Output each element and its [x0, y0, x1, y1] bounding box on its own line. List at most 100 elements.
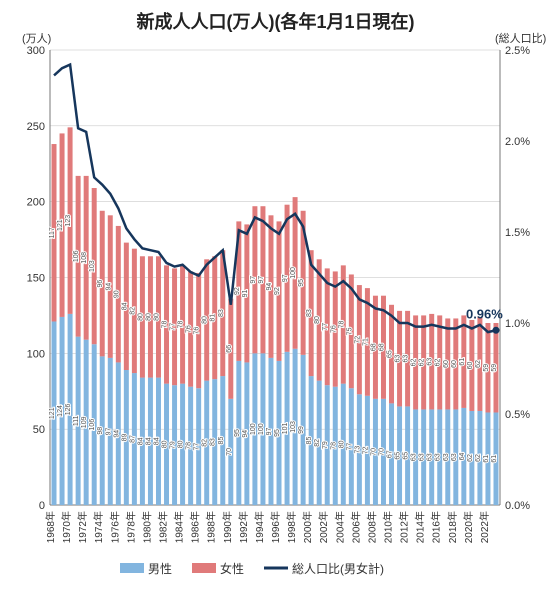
- bar-female-label: 72: [354, 336, 361, 344]
- y-tick-label: 150: [27, 273, 45, 285]
- bar-female-label: 103: [89, 260, 96, 272]
- bar-female-label: 80: [202, 316, 209, 324]
- bar-female-label: 71: [362, 338, 369, 346]
- y-tick-label: 250: [27, 121, 45, 133]
- y2-tick-label: 2.5%: [505, 45, 530, 57]
- bar-female-label: 83: [306, 309, 313, 317]
- x-tick-label: 1980年: [140, 511, 153, 543]
- bar-female-label: 68: [378, 343, 385, 351]
- x-tick-label: 2012年: [398, 511, 411, 543]
- bar-female-label: 66: [226, 345, 233, 353]
- bar-female-label: 94: [105, 283, 112, 291]
- y2-tick-label: 0.5%: [505, 409, 530, 421]
- bar-female-label: 108: [81, 252, 88, 264]
- bar-female-label: 62: [435, 358, 442, 366]
- bar-male-label: 63: [427, 453, 434, 461]
- bar-female-label: 60: [467, 361, 474, 369]
- bar-male-label: 84: [145, 437, 152, 445]
- x-tick-label: 1984年: [173, 511, 186, 543]
- legend-label-female: 女性: [220, 561, 244, 576]
- legend-swatch-male: [120, 563, 144, 573]
- bar-male-label: 63: [451, 453, 458, 461]
- bar-male-label: 63: [443, 453, 450, 461]
- bar-male-label: 103: [290, 421, 297, 433]
- x-tick-label: 1976年: [108, 511, 121, 543]
- bar-female-label: 63: [427, 358, 434, 366]
- x-tick-label: 2018年: [446, 511, 459, 543]
- x-tick-label: 1994年: [253, 511, 266, 543]
- bar-female-label: 62: [411, 358, 418, 366]
- x-tick-label: 2000年: [301, 511, 314, 543]
- bar-male-label: 85: [306, 437, 313, 445]
- bar-male-label: 82: [202, 439, 209, 447]
- bar-female-label: 78: [162, 321, 169, 329]
- x-tick-label: 1988年: [205, 511, 218, 543]
- bar-male-label: 62: [467, 454, 474, 462]
- x-tick-label: 1968年: [44, 511, 57, 543]
- x-tick-label: 2014年: [414, 511, 427, 543]
- bar-female-label: 97: [282, 274, 289, 282]
- bar-male-label: 95: [274, 429, 281, 437]
- bar-female-label: 96: [97, 280, 104, 288]
- bar-male-label: 94: [113, 430, 120, 438]
- x-tick-label: 1982年: [157, 511, 170, 543]
- legend-label-male: 男性: [148, 562, 172, 576]
- x-tick-label: 2020年: [462, 511, 475, 543]
- bar-male-label: 70: [378, 448, 385, 456]
- x-tick-label: 2002年: [317, 511, 330, 543]
- bar-male-label: 111: [73, 415, 80, 426]
- bar-female-label: 65: [387, 350, 394, 358]
- bar-female-label: 77: [322, 323, 329, 331]
- bar-male-label: 121: [49, 407, 56, 419]
- bar-male-label: 100: [258, 423, 265, 435]
- x-tick-label: 1992年: [237, 511, 250, 543]
- bar-male-label: 95: [234, 429, 241, 437]
- bar-female-label: 62: [475, 360, 482, 368]
- bar-female-label: 60: [443, 360, 450, 368]
- chart-container: 新成人人口(万人)(各年1月1日現在)(万人)(総人口比)05010015020…: [0, 0, 551, 589]
- y2-tick-label: 1.5%: [505, 227, 530, 239]
- bar-female-label: 76: [330, 325, 337, 333]
- bar-female-label: 106: [73, 250, 80, 262]
- bar-female-label: 82: [129, 307, 136, 315]
- bar-female-label: 63: [395, 355, 402, 363]
- bar-female-label: 95: [298, 279, 305, 287]
- bar-female-label: 123: [65, 215, 72, 227]
- bar-male-label: 124: [57, 405, 64, 417]
- left-axis-unit: (万人): [22, 32, 51, 45]
- bar-female-label: 75: [346, 327, 353, 335]
- bar-male-label: 77: [346, 443, 353, 451]
- x-tick-label: 2004年: [333, 511, 346, 543]
- bar-female-label: 59: [491, 364, 498, 372]
- bar-male-label: 89: [121, 434, 128, 442]
- bar-male-label: 70: [226, 448, 233, 456]
- bar-male-label: 80: [338, 440, 345, 448]
- bar-male-label: 82: [314, 439, 321, 447]
- bar-female-label: 77: [170, 323, 177, 331]
- bar-male-label: 61: [491, 455, 498, 463]
- bar-female-label: 80: [137, 313, 144, 321]
- bar-female-label: 59: [483, 364, 490, 372]
- bar-male-label: 73: [354, 446, 361, 454]
- y-tick-label: 200: [27, 197, 45, 209]
- bar-male-label: 106: [89, 419, 96, 431]
- x-tick-label: 1970年: [60, 511, 73, 543]
- x-tick-label: 1986年: [189, 511, 202, 543]
- bar-female-label: 83: [218, 309, 225, 317]
- bar-female-label: 117: [49, 227, 56, 238]
- bar-male-label: 62: [475, 454, 482, 462]
- bar-male-label: 64: [459, 452, 466, 460]
- x-tick-label: 2006年: [349, 511, 362, 543]
- bar-male-label: 79: [170, 441, 177, 449]
- bar-female-label: 80: [145, 313, 152, 321]
- bar-female-label: 78: [178, 321, 185, 329]
- bar-female-label: 81: [210, 314, 217, 322]
- x-tick-label: 2010年: [382, 511, 395, 543]
- bar-female-label: 90: [113, 290, 120, 298]
- y2-tick-label: 1.0%: [505, 318, 530, 330]
- bar-female-label: 94: [266, 283, 273, 291]
- ratio-last-marker: [492, 327, 499, 334]
- bar-female-label: 121: [57, 219, 64, 231]
- bar-female-label: 78: [338, 321, 345, 329]
- y-tick-label: 50: [33, 424, 45, 436]
